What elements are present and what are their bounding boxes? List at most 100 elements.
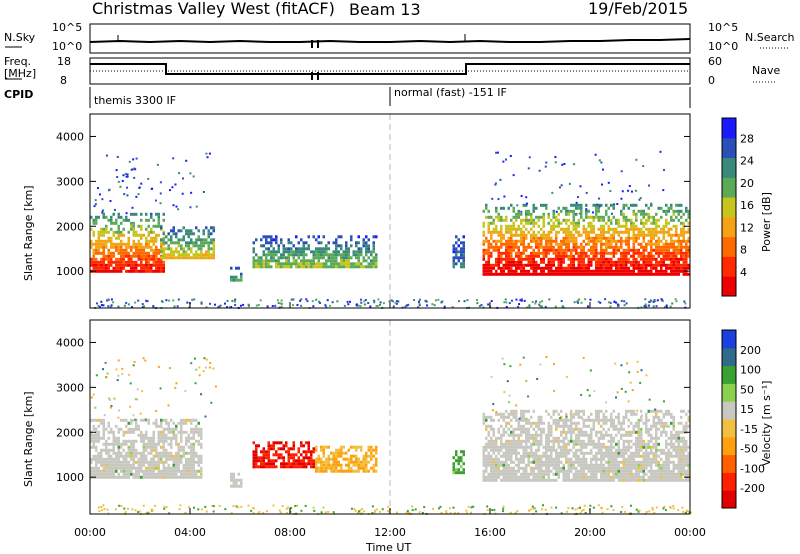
velocity-cell bbox=[180, 469, 183, 473]
power-cell bbox=[537, 272, 540, 276]
velocity-cell bbox=[127, 454, 130, 458]
velocity-cell bbox=[452, 456, 455, 460]
power-cell bbox=[560, 184, 563, 187]
velocity-cell bbox=[517, 418, 520, 422]
velocity-cell bbox=[530, 478, 533, 482]
power-cell bbox=[565, 218, 568, 222]
velocity-cell bbox=[655, 424, 658, 428]
velocity-cell bbox=[142, 436, 145, 440]
velocity-cell bbox=[575, 469, 578, 473]
velocity-cell bbox=[302, 444, 305, 448]
power-cell bbox=[685, 260, 688, 264]
power-cell bbox=[665, 203, 668, 207]
velocity-cell bbox=[640, 427, 643, 431]
power-cell bbox=[610, 269, 613, 273]
velocity-cell bbox=[177, 457, 180, 461]
power-cell bbox=[267, 262, 270, 266]
power-cell bbox=[287, 247, 290, 251]
velocity-cell bbox=[267, 453, 270, 457]
power-ylabel: Slant Range [km] bbox=[22, 185, 35, 281]
velocity-cell bbox=[292, 453, 295, 457]
power-cell bbox=[677, 233, 680, 237]
power-cell bbox=[590, 215, 593, 219]
power-cell bbox=[555, 239, 558, 243]
power-cell bbox=[577, 269, 580, 273]
power-cell bbox=[655, 269, 658, 273]
velocity-cell bbox=[665, 463, 668, 467]
power-cell bbox=[527, 245, 530, 249]
velocity-cell bbox=[460, 459, 463, 463]
velocity-cell bbox=[627, 433, 630, 437]
velocity-cell bbox=[587, 466, 590, 470]
power-cell bbox=[660, 239, 663, 243]
power-cell bbox=[545, 272, 548, 276]
velocity-cell bbox=[157, 442, 160, 446]
power-cell bbox=[352, 250, 355, 254]
velocity-cell bbox=[330, 451, 333, 455]
power-cell bbox=[362, 256, 365, 260]
power-cell bbox=[95, 260, 98, 264]
power-cell bbox=[647, 257, 650, 261]
velocity-cell bbox=[522, 454, 525, 458]
power-cell bbox=[652, 254, 655, 258]
power-cell bbox=[155, 260, 158, 264]
velocity-cell bbox=[605, 415, 608, 419]
power-cell bbox=[557, 230, 560, 234]
power-cell bbox=[587, 266, 590, 270]
velocity-cell bbox=[502, 427, 505, 431]
power-cell bbox=[532, 203, 535, 207]
velocity-cell bbox=[565, 448, 568, 452]
power-cell bbox=[322, 256, 325, 260]
velocity-cell bbox=[102, 436, 105, 440]
power-cell bbox=[627, 266, 630, 270]
velocity-cell bbox=[602, 415, 605, 419]
power-cell bbox=[192, 232, 195, 236]
power-cell bbox=[500, 230, 503, 234]
power-cell bbox=[147, 269, 150, 273]
power-cell bbox=[117, 230, 120, 234]
power-cell bbox=[270, 256, 273, 260]
velocity-cell bbox=[482, 475, 485, 479]
power-cell bbox=[195, 253, 198, 257]
velocity-cell bbox=[132, 475, 135, 479]
velocity-cell bbox=[570, 478, 573, 482]
power-cell bbox=[350, 244, 353, 248]
power-cell bbox=[640, 227, 643, 231]
power-cell bbox=[662, 260, 665, 264]
velocity-cell bbox=[567, 439, 570, 443]
power-cell bbox=[567, 269, 570, 273]
velocity-cell bbox=[367, 448, 370, 452]
power-cell bbox=[345, 247, 348, 251]
power-cell bbox=[627, 233, 630, 237]
velocity-cell bbox=[260, 450, 263, 454]
velocity-cell bbox=[670, 469, 673, 473]
power-cell bbox=[540, 251, 543, 255]
velocity-cell bbox=[510, 454, 513, 458]
power-cell bbox=[487, 224, 490, 228]
velocity-cell bbox=[177, 475, 180, 479]
velocity-cell bbox=[595, 412, 598, 416]
power-cell bbox=[100, 239, 103, 243]
velocity-cell bbox=[582, 475, 585, 479]
power-cell bbox=[482, 239, 485, 243]
velocity-cell bbox=[590, 433, 593, 437]
power-cell bbox=[190, 250, 193, 254]
power-cell bbox=[672, 212, 675, 216]
power-cell bbox=[90, 242, 93, 246]
velocity-cell bbox=[325, 445, 328, 449]
velocity-cell bbox=[512, 442, 515, 446]
velocity-cell bbox=[132, 454, 135, 458]
power-cell bbox=[550, 260, 553, 264]
power-cell bbox=[95, 302, 98, 305]
power-cell bbox=[210, 232, 213, 236]
power-cell bbox=[152, 239, 155, 243]
power-cell bbox=[605, 245, 608, 249]
velocity-cell bbox=[562, 475, 565, 479]
velocity-cell bbox=[272, 462, 275, 466]
velocity-cell bbox=[662, 424, 665, 428]
velocity-cell bbox=[610, 475, 613, 479]
velocity-cell bbox=[102, 433, 105, 437]
power-cell bbox=[650, 251, 653, 255]
velocity-cell bbox=[187, 475, 190, 479]
power-cell bbox=[687, 236, 690, 240]
